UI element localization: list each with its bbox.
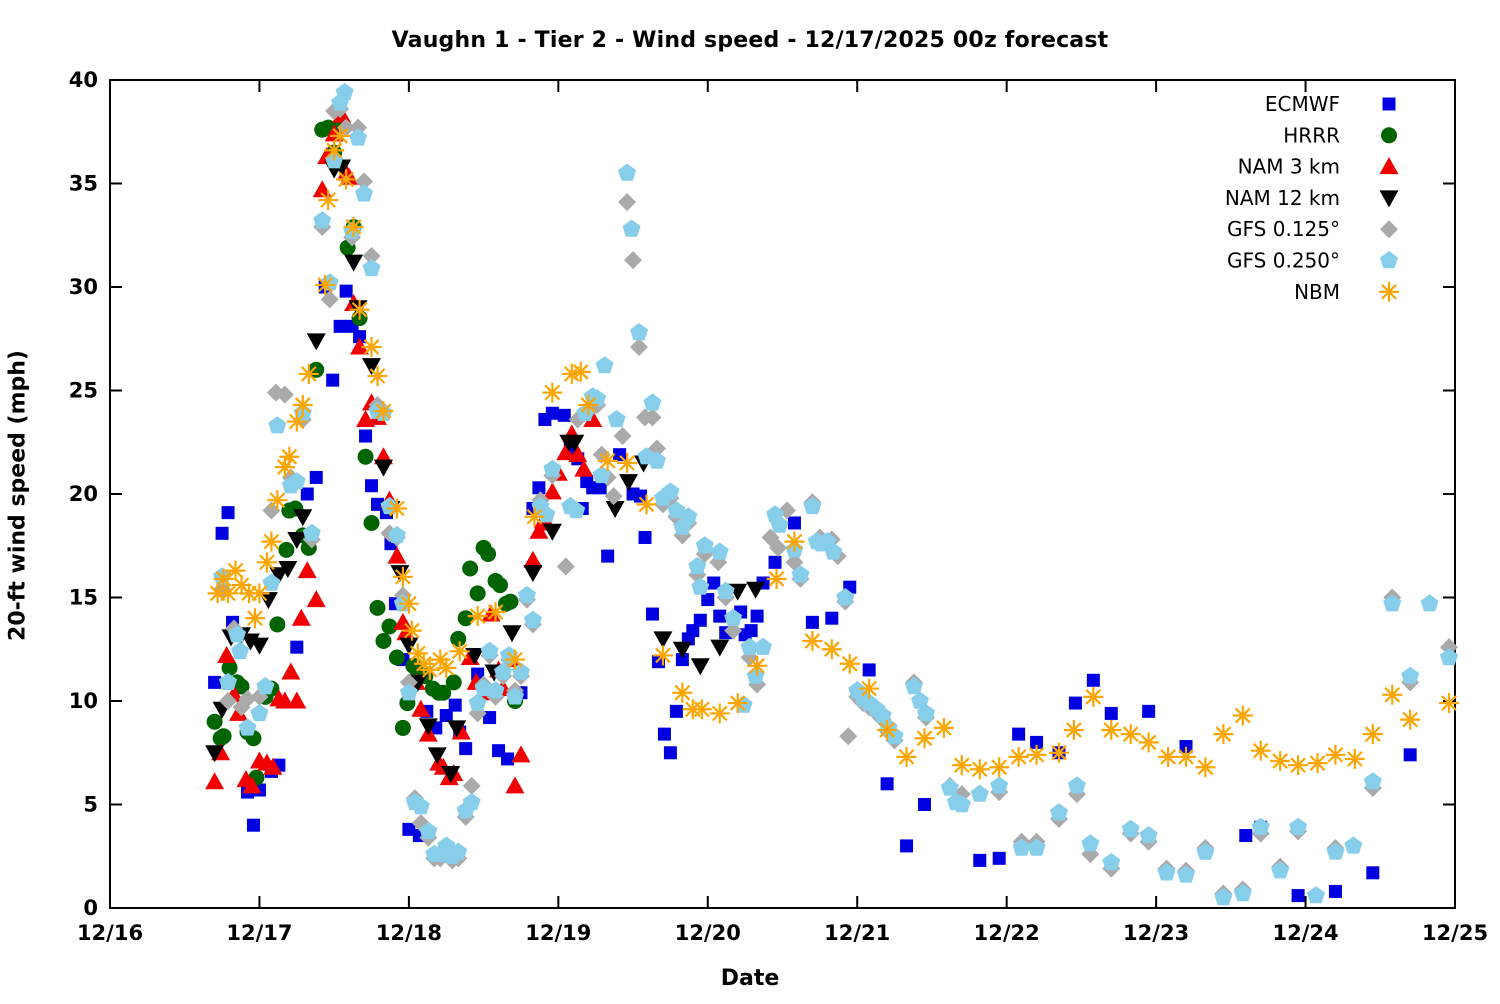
legend-label: NAM 12 km — [1225, 186, 1340, 210]
y-tick-label: 40 — [69, 68, 98, 92]
y-axis-label: 20-ft wind speed (mph) — [5, 350, 31, 641]
legend-entry-hrrr: HRRR — [1283, 123, 1397, 147]
x-axis-label: Date — [720, 966, 780, 991]
legend-entry-nam-3-km: NAM 3 km — [1238, 155, 1399, 179]
x-tick-label: 12/24 — [1272, 921, 1338, 945]
legend-label: ECMWF — [1265, 92, 1340, 116]
chart-title: Vaughn 1 - Tier 2 - Wind speed - 12/17/2… — [391, 28, 1109, 53]
legend-entry-nam-12-km: NAM 12 km — [1225, 186, 1399, 210]
legend-entry-ecmwf: ECMWF — [1265, 92, 1396, 116]
legend-entry-gfs-0-250-: GFS 0.250° — [1227, 249, 1398, 273]
y-tick-label: 20 — [69, 482, 98, 506]
legend: ECMWF HRRR NAM 3 km NAM 12 km GFS 0.125° GFS … — [1225, 92, 1399, 304]
legend-label: NBM — [1294, 280, 1340, 304]
series-nbm — [207, 125, 1460, 780]
y-tick-label: 0 — [83, 896, 98, 920]
x-tick-label: 12/19 — [525, 921, 591, 945]
x-tick-label: 12/18 — [376, 921, 442, 945]
x-tick-label: 12/25 — [1422, 921, 1488, 945]
y-tick-label: 30 — [69, 275, 98, 299]
series-ecmwf — [208, 280, 1417, 903]
y-tick-label: 5 — [83, 793, 98, 817]
axis-ticks: 12/16 12/17 12/18 12/19 12/20 12/21 12/22 12/23… — [69, 68, 1488, 945]
legend-label: HRRR — [1283, 123, 1340, 147]
x-tick-label: 12/20 — [675, 921, 741, 945]
legend-label: GFS 0.250° — [1227, 249, 1340, 273]
legend-entry-nbm: NBM — [1294, 280, 1399, 304]
y-tick-label: 25 — [69, 379, 98, 403]
legend-label: GFS 0.125° — [1227, 217, 1340, 241]
y-tick-label: 35 — [69, 172, 98, 196]
legend-entry-gfs-0-125-: GFS 0.125° — [1227, 217, 1398, 241]
x-tick-label: 12/21 — [824, 921, 890, 945]
y-tick-label: 15 — [69, 586, 98, 610]
x-tick-label: 12/22 — [974, 921, 1040, 945]
legend-label: NAM 3 km — [1238, 155, 1340, 179]
series-hrrr — [206, 117, 523, 786]
x-tick-label: 12/17 — [226, 921, 292, 945]
y-tick-label: 10 — [69, 689, 98, 713]
x-tick-label: 12/16 — [77, 921, 143, 945]
x-tick-label: 12/23 — [1123, 921, 1189, 945]
